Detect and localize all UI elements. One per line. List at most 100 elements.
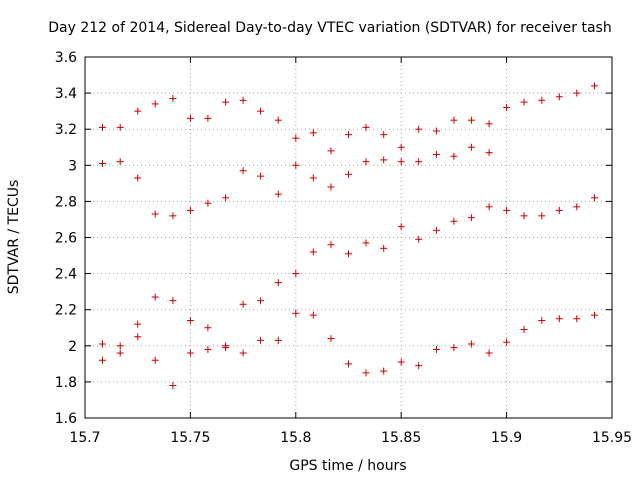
data-point — [186, 349, 194, 357]
data-point — [116, 349, 124, 357]
data-point — [239, 300, 247, 308]
data-point — [98, 340, 106, 348]
x-tick-label: 15.8 — [280, 430, 311, 446]
y-axis-title: SDTVAR / TECUs — [6, 180, 22, 295]
data-point — [538, 317, 546, 325]
data-point — [151, 210, 159, 218]
data-point — [485, 149, 493, 157]
data-point — [397, 143, 405, 151]
data-point — [292, 270, 300, 278]
data-point — [239, 167, 247, 175]
data-point — [98, 356, 106, 364]
y-tick-label: 3.4 — [55, 86, 77, 102]
data-point — [415, 362, 423, 370]
x-tick-label: 15.95 — [592, 430, 632, 446]
data-point — [591, 82, 599, 90]
data-point — [591, 311, 599, 319]
data-point — [485, 120, 493, 128]
data-point — [397, 223, 405, 231]
data-point — [239, 349, 247, 357]
data-point — [222, 344, 230, 352]
data-point — [327, 241, 335, 249]
x-axis-title: GPS time / hours — [289, 458, 406, 474]
data-point — [432, 226, 440, 234]
data-point — [309, 248, 317, 256]
data-point — [274, 336, 282, 344]
data-point — [555, 315, 563, 323]
data-point — [450, 116, 458, 124]
x-tick-label: 15.7 — [69, 430, 100, 446]
data-point — [222, 98, 230, 106]
data-point — [309, 311, 317, 319]
data-point — [222, 194, 230, 202]
data-point — [239, 96, 247, 104]
grid — [85, 57, 612, 418]
data-point — [591, 194, 599, 202]
y-tick-label: 1.6 — [55, 411, 77, 427]
y-tick-label: 3.2 — [55, 122, 77, 138]
data-point — [555, 206, 563, 214]
data-point — [380, 367, 388, 375]
y-tick-label: 2.2 — [55, 303, 77, 319]
data-point — [485, 203, 493, 211]
data-point — [134, 333, 142, 341]
data-point — [151, 356, 159, 364]
data-point — [450, 217, 458, 225]
data-point — [485, 349, 493, 357]
x-tick-label: 15.85 — [381, 430, 421, 446]
data-point — [274, 190, 282, 198]
x-tick-label: 15.75 — [170, 430, 210, 446]
y-tick-label: 1.8 — [55, 375, 77, 391]
data-point — [362, 158, 370, 166]
data-point — [467, 340, 475, 348]
data-point — [292, 134, 300, 142]
data-point — [186, 114, 194, 122]
data-point — [432, 127, 440, 135]
data-point — [555, 93, 563, 101]
data-point — [415, 158, 423, 166]
data-point — [98, 159, 106, 167]
data-point — [362, 239, 370, 247]
data-point — [204, 199, 212, 207]
axis-ticks: 1.6 1.8 2 2.2 2.4 2.6 2.8 3 3.2 3.4 3.6 15.7 15.75 15… — [55, 50, 632, 446]
data-point — [257, 336, 265, 344]
data-point — [538, 96, 546, 104]
data-point — [204, 324, 212, 332]
data-point — [432, 150, 440, 158]
data-point — [274, 116, 282, 124]
data-point — [134, 107, 142, 115]
data-point — [134, 174, 142, 182]
data-point — [169, 382, 177, 390]
data-point — [169, 95, 177, 103]
data-point — [450, 344, 458, 352]
data-point — [151, 100, 159, 108]
data-point — [415, 235, 423, 243]
data-point — [345, 250, 352, 258]
data-point — [432, 345, 440, 353]
data-point — [169, 297, 177, 305]
y-tick-label: 3.6 — [55, 50, 77, 66]
data-point — [257, 297, 265, 305]
data-point — [573, 203, 581, 211]
data-point — [397, 158, 405, 166]
data-points — [98, 82, 599, 390]
data-point — [450, 152, 458, 160]
data-point — [362, 369, 370, 377]
data-point — [274, 279, 282, 287]
data-point — [151, 293, 159, 301]
data-point — [503, 104, 511, 112]
y-tick-label: 2.6 — [55, 231, 77, 247]
data-point — [520, 212, 528, 220]
data-point — [186, 206, 194, 214]
data-point — [204, 114, 212, 122]
data-point — [116, 158, 124, 166]
data-point — [257, 172, 265, 180]
data-point — [327, 183, 335, 191]
y-tick-label: 3 — [68, 158, 77, 174]
y-tick-label: 2.4 — [55, 267, 77, 283]
data-point — [204, 345, 212, 353]
data-point — [503, 338, 511, 346]
data-point — [116, 342, 124, 350]
y-tick-label: 2.8 — [55, 194, 77, 210]
